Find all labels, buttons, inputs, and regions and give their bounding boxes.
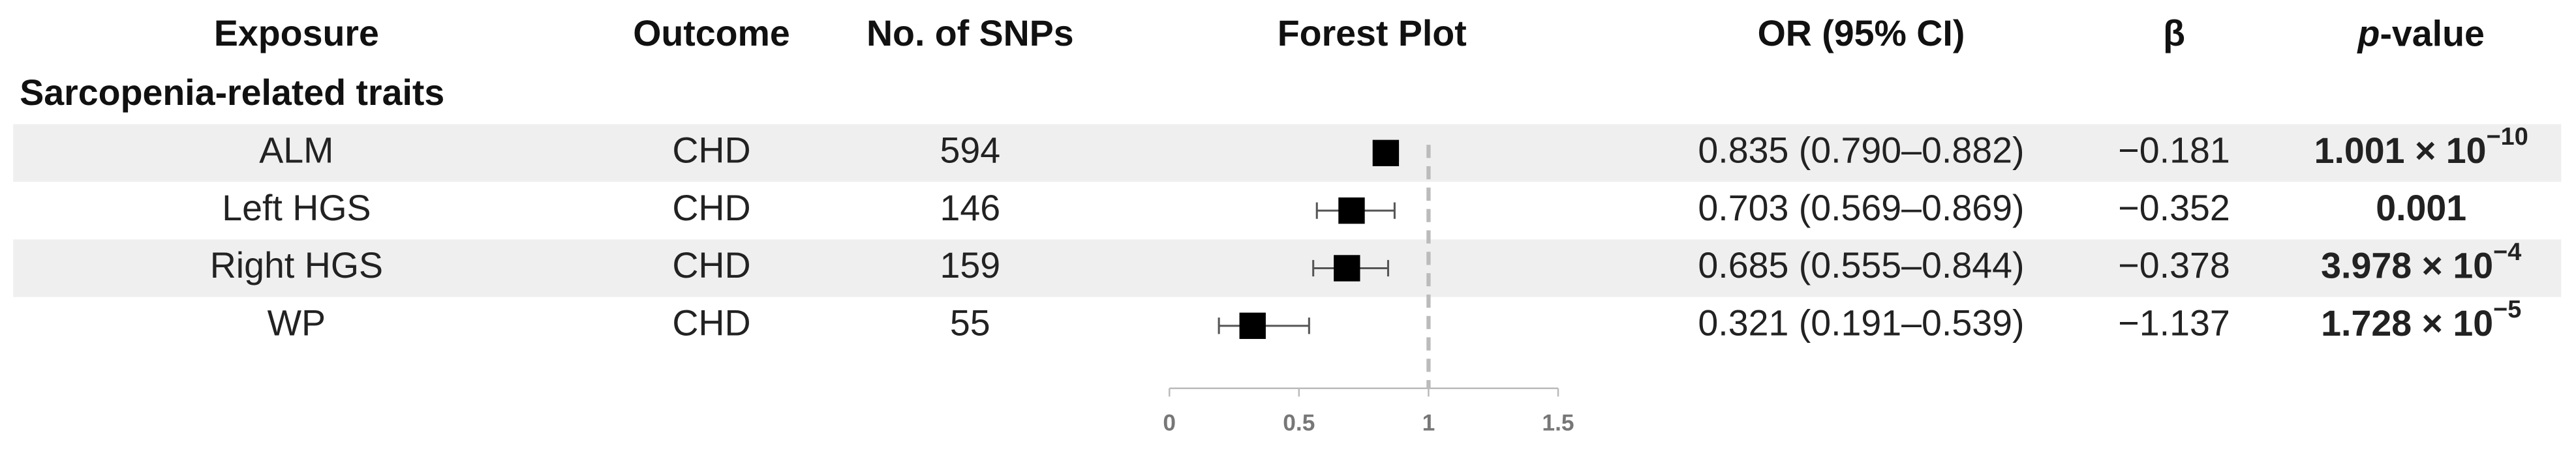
point-estimate [1338,197,1365,224]
p-value: 1.001 × 10−10 [2314,123,2528,170]
outcome: CHD [672,130,750,170]
outcome: CHD [672,245,750,285]
beta: −0.181 [2118,130,2230,170]
snps: 159 [940,245,1000,285]
header: OR (95% CI) [1758,13,1965,53]
beta: −1.137 [2118,303,2230,343]
snps: 55 [950,303,990,343]
p-value-exponent: −5 [2493,296,2521,323]
outcome: CHD [672,188,750,228]
x-tick-label: 0 [1163,411,1176,436]
outcome: CHD [672,303,750,343]
exposure: Left HGS [222,188,371,228]
beta: −0.378 [2118,245,2230,285]
header: p-value [2357,13,2485,53]
header: Exposure [214,13,379,53]
header: β [2163,13,2185,53]
p-value: 0.001 [2376,188,2466,228]
point-estimate [1372,139,1400,166]
x-tick-label: 1 [1422,411,1435,436]
point-estimate [1334,255,1360,282]
header: No. of SNPs [866,13,1074,53]
header: Forest Plot [1278,13,1467,53]
point-estimate [1239,312,1266,340]
row-shade [13,239,2562,297]
p-value-exponent: −4 [2493,239,2521,266]
header: Outcome [633,13,790,53]
x-tick-label: 0.5 [1283,411,1315,436]
exposure: ALM [259,130,333,170]
p-value-exponent: −10 [2487,123,2528,151]
row-shade [13,124,2562,182]
or-ci: 0.321 (0.191–0.539) [1698,303,2024,343]
p-value: 1.728 × 10−5 [2321,296,2521,343]
section-label: Sarcopenia-related traits [20,72,444,113]
p-value-base: 1.001 × 10 [2314,130,2487,170]
header-part: -value [2380,13,2484,53]
p-value-base: 0.001 [2376,188,2466,228]
header-part: p [2357,13,2380,53]
p-value: 3.978 × 10−4 [2321,239,2521,285]
or-ci: 0.703 (0.569–0.869) [1698,188,2024,228]
exposure: WP [268,303,326,343]
p-value-base: 3.978 × 10 [2321,245,2493,285]
or-ci: 0.685 (0.555–0.844) [1698,245,2024,285]
snps: 146 [940,188,1000,228]
x-tick-label: 1.5 [1542,411,1574,436]
snps: 594 [940,130,1000,170]
p-value-base: 1.728 × 10 [2321,303,2493,343]
exposure: Right HGS [210,245,383,285]
or-ci: 0.835 (0.790–0.882) [1698,130,2024,170]
beta: −0.352 [2118,188,2230,228]
